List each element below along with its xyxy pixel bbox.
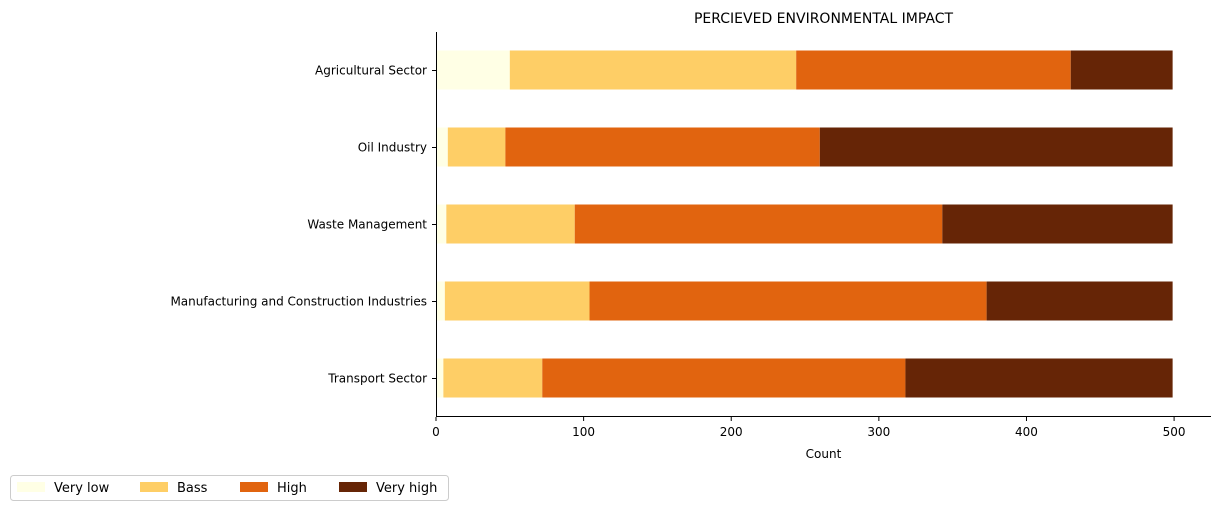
legend: Very low Bass High Very high [10, 475, 449, 501]
bar-3-0 [436, 281, 445, 321]
legend-swatch [140, 482, 168, 492]
bar-1-3 [819, 127, 1173, 167]
bar-2-1 [446, 204, 575, 244]
bar-3-1 [444, 281, 590, 321]
axes-layer [436, 32, 1211, 417]
bar-3-2 [589, 281, 987, 321]
legend-label: Very high [376, 481, 437, 496]
x-tick-label: 200 [720, 425, 743, 439]
legend-items: Very low Bass High Very high [17, 481, 437, 496]
bars-layer [436, 50, 1173, 398]
legend-label: Bass [177, 481, 208, 496]
bar-0-3 [1070, 50, 1173, 90]
legend-frame [10, 475, 449, 501]
x-tick-label: 400 [1015, 425, 1038, 439]
bar-4-3 [905, 358, 1173, 398]
y-tick-label: Transport Sector [327, 372, 427, 386]
x-tick-label: 300 [867, 425, 890, 439]
legend-label: High [277, 481, 307, 496]
bar-1-2 [505, 127, 820, 167]
x-axis-label: Count [806, 447, 842, 461]
bar-0-1 [509, 50, 797, 90]
y-tick-label: Oil Industry [358, 141, 427, 155]
legend-swatch [17, 482, 45, 492]
x-tick-label: 0 [432, 425, 440, 439]
bar-3-3 [986, 281, 1173, 321]
bar-2-2 [574, 204, 943, 244]
bar-0-2 [796, 50, 1071, 90]
bar-4-2 [542, 358, 906, 398]
bar-1-0 [436, 127, 448, 167]
y-tick-label: Agricultural Sector [315, 64, 427, 78]
bar-4-1 [443, 358, 543, 398]
legend-swatch [240, 482, 268, 492]
legend-swatch [339, 482, 367, 492]
chart-title: PERCIEVED ENVIRONMENTAL IMPACT [694, 11, 954, 27]
bar-4-0 [436, 358, 444, 398]
legend-label: Very low [54, 481, 110, 496]
y-tick-label: Waste Management [307, 218, 427, 232]
bar-2-3 [942, 204, 1173, 244]
ticks-layer: Agricultural Sector Oil Industry Waste Man… [170, 64, 1185, 440]
bar-0-0 [436, 50, 510, 90]
bar-2-0 [436, 204, 447, 244]
x-tick-label: 500 [1163, 425, 1186, 439]
bar-1-1 [447, 127, 506, 167]
y-tick-label: Manufacturing and Construction Industrie… [170, 295, 427, 309]
x-tick-label: 100 [572, 425, 595, 439]
